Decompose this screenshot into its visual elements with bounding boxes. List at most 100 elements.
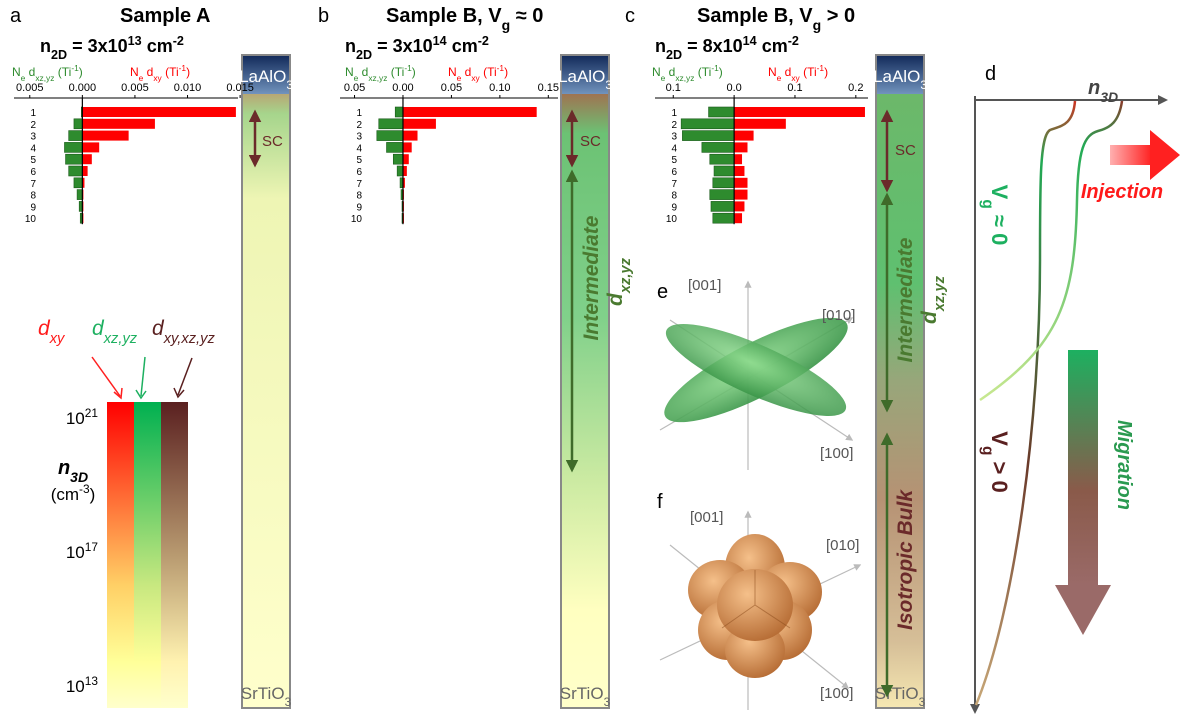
legend-entry-part: (Ti [800,65,817,79]
bar [82,177,85,188]
substrate-label-part: SrTiO [560,684,604,703]
x-tick-label: 0.00 [392,82,413,94]
bar [709,153,735,165]
axis-direction-label: [010] [822,307,855,324]
chart-subtitle-part: n [345,36,356,56]
bar [682,130,735,141]
bar [734,213,743,224]
axis-direction-label: [010] [826,537,859,554]
region-label: SC [895,142,916,159]
bar [713,165,735,177]
top-layer-label-part: LaAlO [558,67,605,86]
y-tick-label: 5 [356,155,362,166]
y-tick-label: 6 [30,167,36,178]
substrate-label-part: SrTiO [241,684,285,703]
x-tick-label: 0.2 [848,82,863,94]
y-tick-label: 9 [30,202,36,213]
chart-subtitle: n2D = 3x1013 cm-2 [40,34,184,62]
legend-entry-part: e [139,73,144,83]
chart-title-part: Sample B, V [697,5,813,27]
axis-direction-label: [001] [688,277,721,294]
bar [378,118,404,130]
gate-label-part: V [987,431,1012,446]
y-tick-label: 10 [351,214,363,225]
x-tick-label: 0.1 [666,82,681,94]
legend-entry-part: (Ti [694,65,711,79]
panel-d-drawing [970,95,1180,714]
bar [65,153,83,165]
bar [712,212,735,224]
bar [73,118,83,130]
laalo3-layer [562,56,608,94]
substrate-label: SrTiO3 [241,684,292,709]
colorbar-tick-label: 1013 [66,674,99,696]
bar [402,177,405,188]
bar [402,166,407,176]
y-tick-label: 8 [30,191,36,202]
region-label-part: xz,yz [618,257,634,294]
region-label-part: SC [262,133,283,150]
legend-entry-part: N [12,65,21,79]
x-tick-label: 0.1 [787,82,802,94]
bar [82,118,155,129]
colorbar-quantity: n3D [58,457,88,485]
legend-entry-part: -1 [497,63,505,73]
substrate-label-part: 3 [919,695,926,709]
region-label: SC [580,133,601,150]
layer-column [241,54,291,709]
colorbar-tick-label-part: 21 [85,406,99,420]
axis-label-part: 3D [1100,89,1118,105]
chart-title-part: > 0 [821,5,855,27]
region-label-part: d [918,310,941,324]
bar [73,177,83,189]
colorbar-quantity-part: 3D [70,469,88,485]
colorbar-tick-label-part: 17 [85,540,99,554]
bar [734,201,745,212]
legend-entry-part: N [130,65,139,79]
chart-subtitle-part: 2D [51,48,67,62]
legend-entry-part: ) [504,65,508,79]
y-tick-label: 9 [671,202,677,213]
chart-subtitle-part: 14 [743,34,757,48]
legend-entry-part: xy [791,73,800,83]
top-layer-label: LaAlO3 [873,67,927,92]
region-label: dxz,yz [604,257,634,306]
substrate-label-part: 3 [604,695,611,709]
colorbar-quantity-part: n [58,457,70,479]
legend-entry-part: N [345,65,354,79]
region-label-part: SC [895,142,916,159]
y-tick-label: 8 [671,191,677,202]
legend-entry-part: d [358,65,368,79]
bar [402,130,418,141]
bar [701,142,735,153]
legend-entry-part: (Ti [54,65,71,79]
colorbar-tick-label-part: 10 [66,677,85,696]
bar [394,106,404,118]
legend-entry-part: ) [186,65,190,79]
colorbar-tick-label: 1017 [66,540,99,562]
region-label: Isotropic Bulk [894,489,917,630]
axis-direction-label: [100] [820,685,853,702]
y-tick-label: 2 [671,120,677,131]
region-label: Intermediate [894,237,917,362]
axis-direction-label: [100] [820,445,853,462]
chart-title-part: Sample A [120,5,210,27]
bar [386,142,404,153]
axis-direction-label: [001] [690,509,723,526]
panel-label: a [10,5,22,27]
region-label-part: Isotropic Bulk [894,489,917,630]
legend-entry-part: d [781,65,791,79]
injection-label-part: Injection [1081,181,1163,203]
y-tick-label: 2 [356,120,362,131]
injection-label: Injection [1081,181,1163,203]
chart-subtitle: n2D = 8x1014 cm-2 [655,34,799,62]
chart-subtitle-part: = 3x10 [372,36,433,56]
substrate-label-part: SrTiO [875,684,919,703]
panel-label: c [625,5,635,27]
bar [402,118,436,129]
legend-entry-part: e [21,73,26,83]
colorbar-label: dxz,yz [92,317,138,347]
